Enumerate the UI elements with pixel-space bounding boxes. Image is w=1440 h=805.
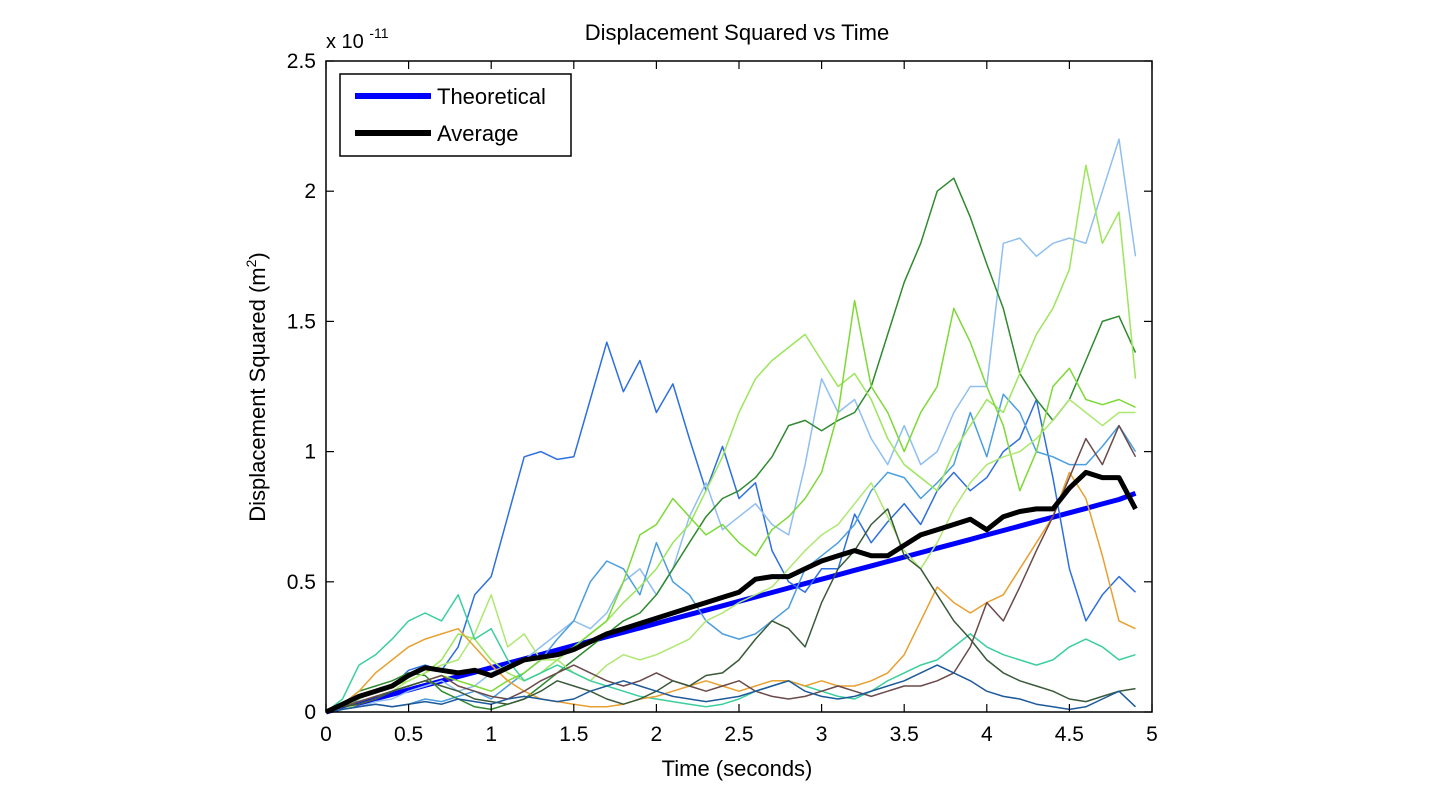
- y-tick-label: 0: [304, 701, 316, 724]
- series-line-trial-12: [325, 664, 1137, 713]
- series-line-theoretical: [325, 490, 1137, 715]
- series-line-trial-1: [325, 341, 1137, 713]
- series-line-trial-7: [325, 398, 1136, 713]
- series-line-trial-4: [325, 177, 1137, 713]
- x-tick-label: 0: [320, 723, 332, 746]
- x-tick-label: 0.5: [394, 723, 423, 746]
- y-exponent-label: x 10 -11: [326, 25, 389, 53]
- legend-label-theoretical: Theoretical: [437, 84, 546, 109]
- series-line-trial-5: [325, 164, 1137, 713]
- chart-title: Displacement Squared vs Time: [585, 20, 889, 45]
- y-tick-label: 1: [304, 441, 316, 464]
- plot-area: [324, 138, 1138, 715]
- series-line-trial-9: [325, 471, 1136, 713]
- x-tick-label: 1.5: [559, 723, 588, 746]
- series-line-trial-11: [325, 508, 1136, 713]
- legend-label-average: Average: [437, 121, 519, 146]
- axes: 0 0.5 1 1.5 2 2.5 3 3.5 4 4.5 5 0 0.5 1 1.5 2 2.5: [287, 50, 1158, 746]
- series-line-trial-8: [325, 594, 1136, 713]
- series-line-trial-10: [325, 424, 1137, 713]
- legend-box: [339, 73, 572, 157]
- y-exponent-power: -11: [369, 25, 388, 41]
- x-tick-label: 2: [651, 723, 663, 746]
- y-tick-label: 2: [304, 180, 316, 203]
- x-tick-label: 1: [485, 723, 497, 746]
- x-tick-label: 5: [1146, 723, 1158, 746]
- y-tick-label: 1.5: [287, 310, 316, 333]
- x-axis-label: Time (seconds): [662, 756, 813, 781]
- x-tick-label: 4.5: [1055, 723, 1084, 746]
- x-tick-label: 3: [816, 723, 828, 746]
- y-tick-label: 2.5: [287, 50, 316, 73]
- series-line-trial-6: [325, 299, 1136, 713]
- legend: Theoretical Average: [339, 73, 572, 157]
- series-line-average: [324, 469, 1138, 715]
- y-tick-label: 0.5: [287, 571, 316, 594]
- series-line-trial-2: [325, 138, 1137, 713]
- y-axis-label-main: Displacement Squared (m: [245, 267, 270, 521]
- x-tick-label: 2.5: [724, 723, 753, 746]
- y-axis-label-close: ): [245, 252, 270, 259]
- x-tick-label: 3.5: [890, 723, 919, 746]
- y-axis-label-superscript: 2: [243, 259, 259, 267]
- y-exponent-base: x 10: [326, 31, 364, 53]
- x-tick-label: 4: [981, 723, 993, 746]
- y-axis-label: Displacement Squared (m2): [243, 252, 270, 521]
- series-line-trial-3: [325, 393, 1137, 713]
